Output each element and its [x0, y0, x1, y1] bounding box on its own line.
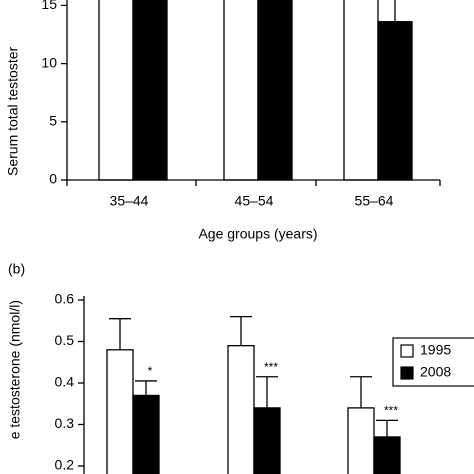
y-tick-label: 0.4	[55, 374, 75, 390]
x-tick-label: 35–44	[110, 193, 149, 209]
bar	[106, 349, 134, 474]
bar	[98, 0, 134, 181]
significance: *	[148, 364, 153, 378]
bar	[132, 0, 168, 181]
x-tick-label: 45–54	[235, 193, 274, 209]
legend-label: 1995	[420, 342, 451, 358]
y-tick-label: 0.2	[55, 457, 75, 473]
y-tick-label: 0.3	[55, 415, 75, 431]
bar	[377, 21, 413, 181]
bar	[257, 0, 293, 181]
bar	[223, 0, 259, 181]
y-tick-label: 0	[49, 171, 57, 187]
y-tick-label: 0.6	[55, 291, 75, 307]
panel	[98, 0, 413, 181]
panel: * ******	[106, 315, 401, 474]
y-tick-label: 0.5	[55, 332, 75, 348]
bar	[347, 407, 375, 474]
bar	[227, 344, 255, 474]
bar	[373, 436, 401, 474]
legend-swatch	[400, 366, 414, 380]
significance: ***	[264, 360, 278, 374]
y-axis-label: Serum total testoster	[5, 46, 21, 176]
bar	[132, 394, 160, 474]
x-tick-label: 55–64	[355, 193, 394, 209]
significance: ***	[384, 404, 398, 418]
bar	[343, 0, 379, 181]
legend-label: 2008	[420, 364, 451, 380]
y-axis-label: e testosterone (nmol/l)	[7, 300, 23, 439]
panel-label: (b)	[8, 261, 25, 277]
legend-swatch	[400, 344, 414, 358]
y-tick-label: 5	[49, 113, 57, 129]
y-tick-label: 15	[41, 0, 57, 12]
y-tick-label: 10	[41, 54, 57, 70]
x-axis-label: Age groups (years)	[198, 226, 317, 242]
bar	[253, 407, 281, 474]
